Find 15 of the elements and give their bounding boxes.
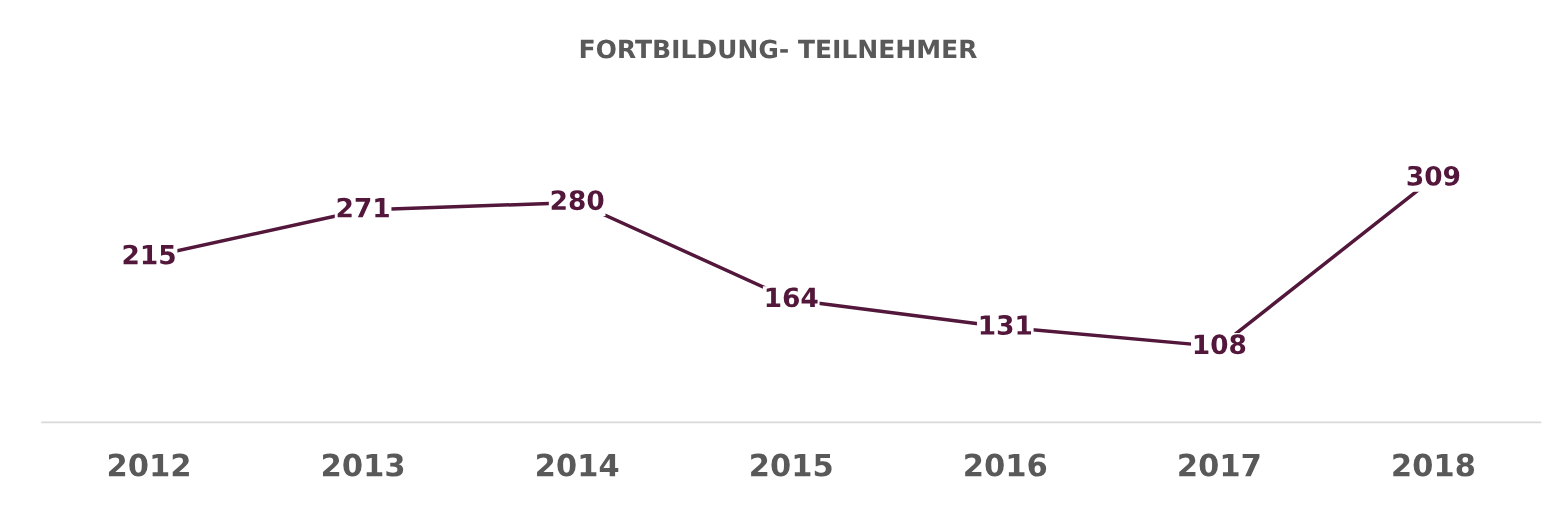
x-tick-label: 2018 [1393,453,1475,477]
x-tick-label: 2015 [751,453,832,477]
data-label: 108 [1194,334,1246,355]
x-tick-label: 2016 [965,453,1047,477]
chart-title: FORTBILDUNG- TEILNEHMER [580,39,977,59]
data-label: 215 [123,244,175,265]
x-tick-label: 2014 [537,453,619,477]
x-tick-label: 2013 [323,453,404,477]
data-label: 271 [337,197,389,218]
data-label: 280 [551,190,604,211]
data-label: 309 [1407,165,1460,186]
data-label: 131 [980,315,1032,335]
x-tick-label: 2012 [108,453,189,477]
data-label: 164 [766,287,818,308]
x-tick-label: 2017 [1179,453,1260,477]
